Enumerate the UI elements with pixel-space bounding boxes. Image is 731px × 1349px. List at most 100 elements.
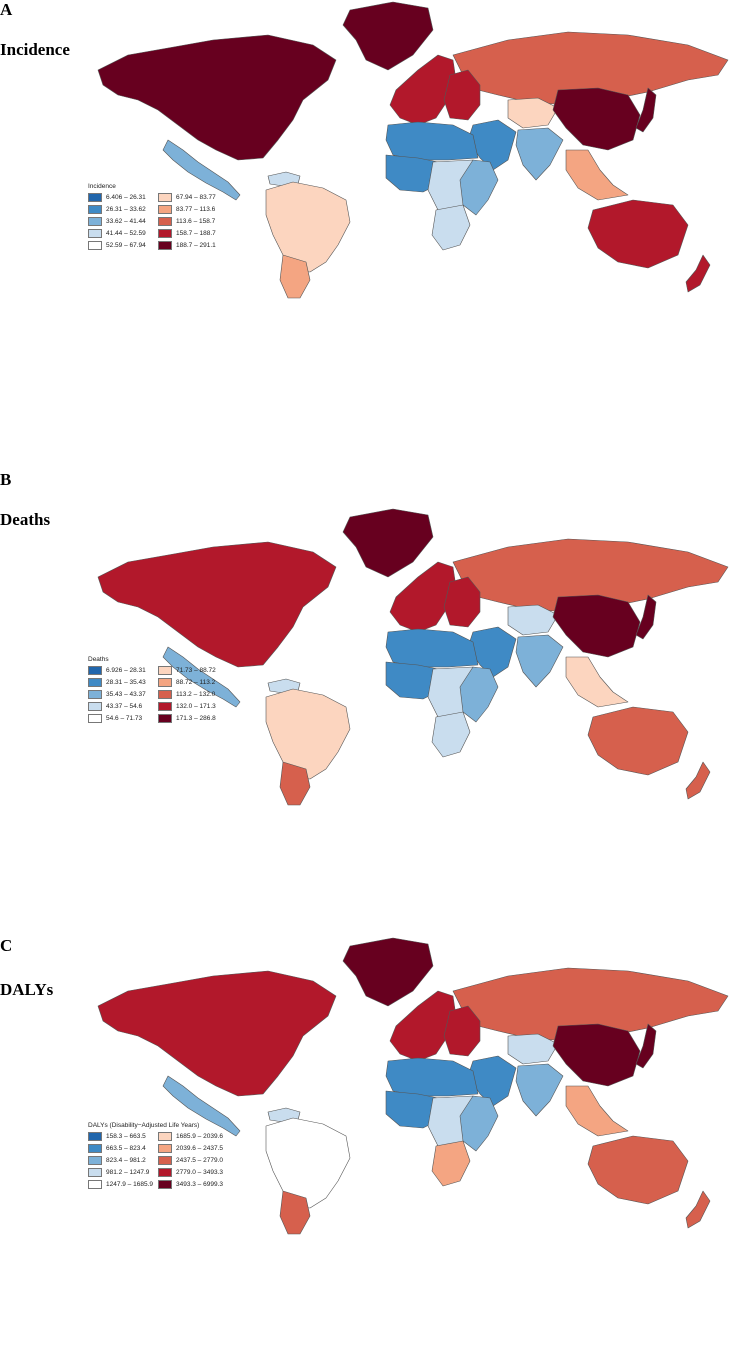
region-new-zealand: [685, 254, 711, 293]
region-south-america: [265, 688, 351, 780]
legend-label: 6.926 – 28.31: [106, 667, 146, 674]
region-europe-east: [443, 576, 481, 628]
region-europe-east: [443, 69, 481, 121]
region-southern-africa: [431, 711, 471, 758]
legend-item: 28.31 – 35.43: [88, 678, 158, 687]
legend-item: 1247.9 – 1685.9: [88, 1180, 158, 1189]
region-east-africa: [459, 666, 499, 723]
legend-label: 113.2 – 132.0: [176, 691, 216, 698]
region-central-america: [162, 1075, 241, 1137]
region-australia: [587, 706, 689, 776]
legend-label: 54.6 – 71.73: [106, 715, 143, 722]
legend-label: 171.3 – 286.8: [176, 715, 216, 722]
legend-item: 823.4 – 981.2: [88, 1156, 158, 1165]
map-legend: Deaths 6.926 – 28.31 71.73 – 88.72 28.31 –…: [88, 656, 228, 723]
legend-swatch: [88, 714, 102, 723]
legend-label: 43.37 – 54.6: [106, 703, 143, 710]
legend-label: 663.5 – 823.4: [106, 1145, 146, 1152]
region-india: [515, 1063, 564, 1117]
panel-title: Incidence: [0, 40, 70, 59]
legend-item: 83.77 – 113.6: [158, 205, 228, 214]
legend-swatch: [158, 193, 172, 202]
legend-label: 113.6 – 158.7: [176, 218, 216, 225]
legend-label: 158.7 – 188.7: [176, 230, 216, 237]
legend-label: 88.72 – 113.2: [176, 679, 216, 686]
panel-title: DALYs: [0, 980, 54, 999]
panel-title: Deaths: [0, 510, 51, 529]
legend-label: 41.44 – 52.59: [106, 230, 146, 237]
map-legend: Incidence 6.406 – 26.31 67.94 – 83.77 26.3…: [88, 183, 228, 250]
region-japan: [635, 87, 657, 133]
legend-label: 6.406 – 26.31: [106, 194, 146, 201]
region-north-africa: [385, 1057, 479, 1097]
legend-swatch: [158, 229, 172, 238]
region-north-america: [97, 34, 337, 161]
panel-deaths: B Deaths Deaths 6.926 – 28.31 71.73 – 88.…: [0, 470, 731, 883]
region-australia: [587, 1135, 689, 1205]
legend-label: 71.73 – 88.72: [176, 667, 216, 674]
region-southeast-asia: [565, 656, 629, 708]
legend-title: Incidence: [88, 183, 116, 190]
legend-title: Deaths: [88, 656, 109, 663]
region-central-america: [162, 139, 241, 201]
region-central-asia: [507, 1033, 559, 1065]
region-new-zealand: [685, 1190, 711, 1229]
legend-item: 33.62 – 41.44: [88, 217, 158, 226]
legend-item: 41.44 – 52.59: [88, 229, 158, 238]
legend-swatch: [88, 1132, 102, 1141]
legend-item: 663.5 – 823.4: [88, 1144, 158, 1153]
legend-swatch: [88, 229, 102, 238]
legend-item: 6.406 – 26.31: [88, 193, 158, 202]
legend-label: 158.3 – 663.5: [106, 1133, 146, 1140]
legend-item: 2039.6 – 2437.5: [158, 1144, 228, 1153]
region-greenland: [342, 1, 434, 71]
legend-swatch: [158, 1144, 172, 1153]
region-north-africa: [385, 628, 479, 668]
legend-item: 43.37 – 54.6: [88, 702, 158, 711]
region-australia: [587, 199, 689, 269]
legend-label: 52.59 – 67.94: [106, 242, 146, 249]
legend-swatch: [88, 217, 102, 226]
legend-label: 2779.0 – 3493.3: [176, 1169, 223, 1176]
world-map: [97, 508, 729, 806]
legend-label: 823.4 – 981.2: [106, 1157, 146, 1164]
region-central-asia: [507, 97, 559, 129]
legend-swatch: [158, 241, 172, 250]
legend-label: 33.62 – 41.44: [106, 218, 146, 225]
legend-swatch: [88, 702, 102, 711]
legend-swatch: [158, 1132, 172, 1141]
legend-swatch: [158, 1156, 172, 1165]
legend-swatch: [158, 217, 172, 226]
region-china: [552, 87, 641, 151]
legend-item: 54.6 – 71.73: [88, 714, 158, 723]
world-map: [97, 1, 729, 299]
legend-label: 3493.3 – 6999.3: [176, 1181, 223, 1188]
legend-label: 132.0 – 171.3: [176, 703, 216, 710]
legend-label: 83.77 – 113.6: [176, 206, 216, 213]
legend-item: 1685.9 – 2039.6: [158, 1132, 228, 1141]
legend-title: DALYs (Disability−Adjusted Life Years): [88, 1122, 200, 1129]
region-russia: [452, 538, 729, 613]
legend-swatch: [158, 702, 172, 711]
region-north-america: [97, 541, 337, 668]
legend-swatch: [88, 678, 102, 687]
legend-item: 113.2 – 132.0: [158, 690, 228, 699]
legend-swatch: [88, 193, 102, 202]
legend-swatch: [158, 666, 172, 675]
region-north-america: [97, 970, 337, 1097]
region-india: [515, 127, 564, 181]
legend-item: 26.31 – 33.62: [88, 205, 158, 214]
region-south-america: [265, 1117, 351, 1209]
region-southeast-asia: [565, 149, 629, 201]
legend-swatch: [158, 1168, 172, 1177]
legend-item: 158.7 – 188.7: [158, 229, 228, 238]
panel-letter: A: [0, 0, 13, 19]
region-southern-cone: [279, 761, 311, 806]
legend-swatch: [88, 690, 102, 699]
panel-incidence: A Incidence Incidence 6.406 – 26.31 67.94…: [0, 0, 731, 413]
legend-item: 158.3 – 663.5: [88, 1132, 158, 1141]
region-europe-east: [443, 1005, 481, 1057]
region-china: [552, 1023, 641, 1087]
legend-item: 67.94 – 83.77: [158, 193, 228, 202]
legend-label: 2437.5 – 2779.0: [176, 1157, 223, 1164]
